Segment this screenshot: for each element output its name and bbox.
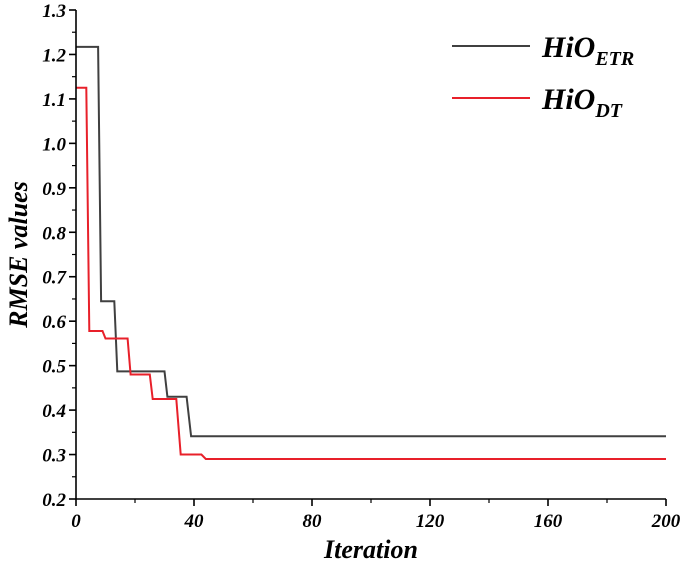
y-tick-label: 1.3 bbox=[42, 1, 66, 22]
y-axis-title: RMSE values bbox=[4, 181, 33, 329]
y-tick-label: 1.1 bbox=[42, 90, 66, 111]
y-tick-label: 0.2 bbox=[42, 490, 66, 511]
axes bbox=[69, 9, 667, 506]
y-tick-label: 0.3 bbox=[42, 446, 66, 467]
x-tick-label: 40 bbox=[184, 511, 205, 532]
x-tick-label: 200 bbox=[651, 511, 681, 532]
plot-area bbox=[76, 45, 666, 460]
y-tick-label: 1.0 bbox=[42, 134, 66, 155]
tick-labels: 0.2 0.3 0.4 0.5 0.6 0.7 0.8 0.9 1.0 1.1 1.2 1.3 0 40 8… bbox=[42, 1, 681, 532]
x-tick-label: 120 bbox=[416, 511, 445, 532]
legend: HiOETR HiODT bbox=[452, 31, 634, 122]
x-tick-label: 160 bbox=[534, 511, 563, 532]
series-line-hio-dt bbox=[76, 86, 666, 460]
y-tick-label: 1.2 bbox=[42, 45, 66, 66]
x-axis-title: Iteration bbox=[323, 535, 418, 564]
legend-label: HiODT bbox=[541, 83, 623, 122]
y-tick-label: 0.6 bbox=[42, 312, 66, 333]
series-line-hio-etr bbox=[76, 45, 666, 438]
x-tick-label: 0 bbox=[71, 511, 81, 532]
y-tick-label: 0.7 bbox=[42, 268, 67, 289]
legend-label: HiOETR bbox=[541, 31, 634, 70]
y-tick-label: 0.9 bbox=[42, 179, 66, 200]
y-tick-label: 0.5 bbox=[42, 357, 66, 378]
y-tick-label: 0.4 bbox=[42, 401, 66, 422]
x-tick-label: 80 bbox=[303, 511, 323, 532]
y-tick-label: 0.8 bbox=[42, 223, 66, 244]
